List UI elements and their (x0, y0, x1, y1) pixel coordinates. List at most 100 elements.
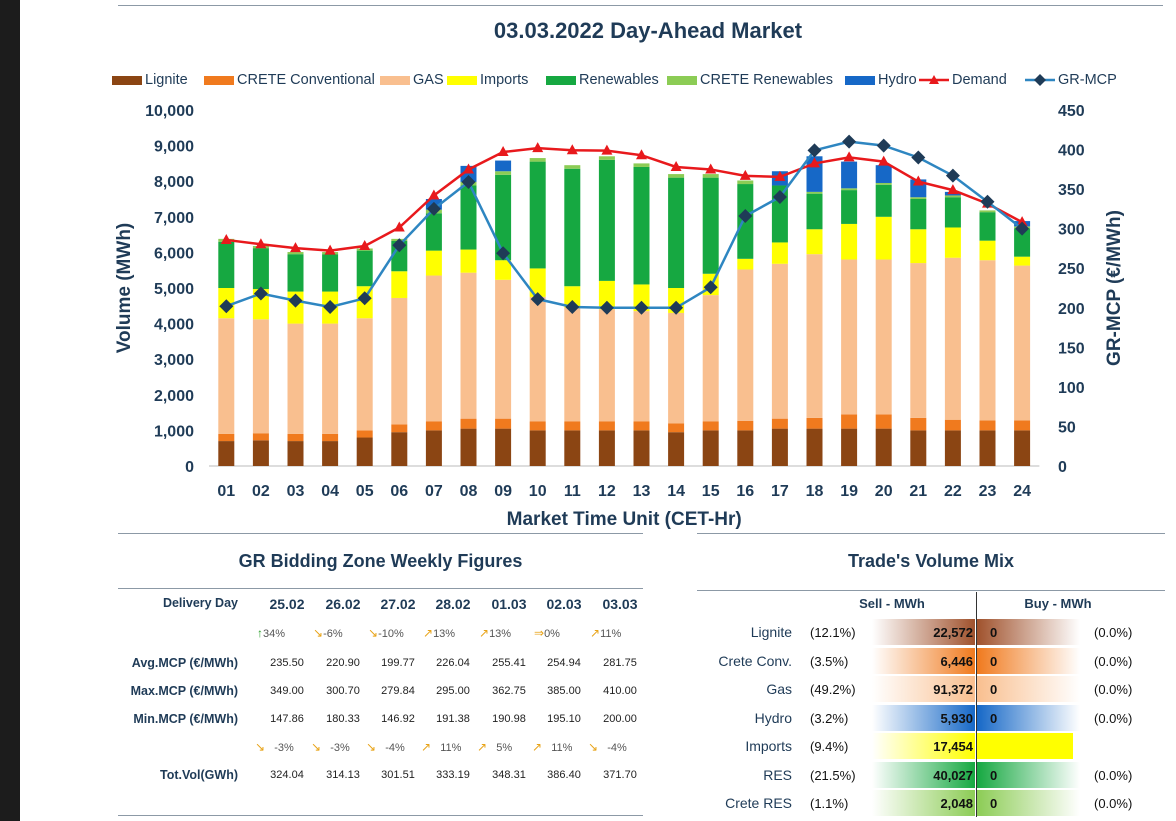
avg-change: ↘-10% (368, 626, 404, 640)
bar-renewables (460, 185, 477, 250)
legend-swatch (546, 75, 576, 85)
bar-gas (668, 312, 685, 424)
date-header: 27.02 (380, 596, 416, 612)
mix-top-divider (697, 533, 1165, 534)
metric-value: 300.70 (326, 685, 360, 697)
bar-renewables (875, 184, 892, 217)
bar-crete-renewables (841, 188, 858, 191)
sell-bar (872, 790, 975, 816)
vol-change: ↗ 11% (421, 740, 462, 754)
buy-value: 0 (990, 767, 998, 783)
bar-lignite (495, 428, 512, 466)
bar-gas (460, 272, 477, 419)
y2-tick-label: 0 (1058, 459, 1067, 476)
bar-gas (910, 263, 927, 418)
line-demand (226, 146, 1023, 252)
bar-crete-renewables (806, 191, 823, 194)
bar-crete-conventional (287, 433, 304, 442)
bar-gas (218, 318, 235, 434)
total-volume-value: 371.70 (603, 769, 637, 781)
mcp-point (980, 194, 995, 209)
buy-pct: (0.0%) (1094, 682, 1133, 697)
buy-value: 0 (990, 653, 998, 669)
demand-point (705, 163, 717, 174)
legend-item-hydro: Hydro (845, 72, 917, 88)
mcp-point (530, 292, 545, 307)
x-tick-label: 19 (840, 483, 858, 500)
mix-row-pct: (9.4%) (810, 739, 849, 754)
vol-change: ↘ -4% (366, 740, 405, 754)
bar-crete-conventional (1014, 420, 1031, 431)
bar-gas (875, 259, 892, 415)
demand-point (912, 175, 924, 186)
mix-row-pct: (3.5%) (810, 653, 849, 669)
bar-lignite (737, 430, 754, 466)
bar-gas (598, 309, 615, 422)
line-gr-mcp (225, 140, 1023, 310)
sell-bar (872, 676, 975, 702)
chart-legend: Lignite CRETE Conventional GAS Imports Renew… (112, 72, 1172, 90)
mcp-point (807, 143, 822, 158)
sell-value: 91,372 (933, 682, 973, 697)
bar-hydro (495, 160, 512, 172)
demand-point (497, 146, 509, 157)
buy-pct: (0.0%) (1094, 710, 1133, 726)
bar-crete-renewables (910, 197, 927, 199)
bar-lignite (633, 430, 650, 466)
date-header: 25.02 (269, 596, 305, 612)
bar-renewables (806, 193, 823, 230)
demand-point (739, 169, 751, 180)
buy-pct: (0.0%) (1094, 653, 1133, 669)
bar-imports (944, 227, 961, 258)
x-tick-label: 24 (1013, 483, 1031, 500)
bar-gas (287, 323, 304, 434)
sell-value: 22,572 (933, 625, 973, 640)
mcp-point (703, 280, 718, 295)
x-tick-label: 21 (909, 483, 927, 500)
bar-hydro (875, 165, 892, 183)
demand-point (532, 142, 544, 153)
sell-header: Sell - MWh (859, 596, 925, 611)
vol-change: ↗ 11% (532, 740, 573, 754)
bar-crete-conventional (910, 417, 927, 431)
bar-renewables (391, 241, 408, 272)
day-ahead-chart: 0 1,000 2,000 3,000 4,000 5,000 6,000 7,000 8,00… (114, 103, 1125, 530)
demand-point (463, 163, 474, 174)
bar-lignite (391, 432, 408, 466)
metric-value: 279.84 (381, 685, 415, 697)
y2-tick-label: 200 (1058, 301, 1085, 318)
date-header: 01.03 (491, 596, 527, 612)
mcp-point (288, 293, 303, 308)
bar-gas (564, 307, 581, 422)
mix-row-label: Hydro (754, 709, 792, 726)
buy-value: 0 (990, 682, 998, 697)
x-tick-label: 18 (806, 483, 824, 500)
demand-point (393, 221, 405, 232)
y2-tick-label: 100 (1058, 380, 1085, 397)
demand-point (290, 242, 301, 253)
mcp-point (496, 246, 511, 261)
mcp-point (1015, 221, 1030, 236)
x-tick-label: 12 (598, 483, 616, 500)
legend-swatch (667, 75, 697, 85)
x-tick-label: 05 (356, 483, 374, 500)
date-header: 26.02 (325, 596, 361, 612)
legend-item-renewables: Renewables (546, 72, 659, 88)
metric-row-label: Avg.MCP (€/MWh) (131, 656, 238, 670)
x-tick-label: 13 (633, 483, 651, 500)
total-volume-value: 333.19 (436, 769, 470, 781)
x-tick-label: 07 (425, 483, 443, 500)
y2-tick-label: 350 (1058, 182, 1085, 199)
bar-lignite (702, 430, 719, 466)
x-tick-label: 17 (771, 483, 789, 500)
legend-label: Lignite (145, 72, 188, 88)
bar-renewables (944, 197, 961, 228)
mcp-point (392, 238, 407, 253)
bar-crete-conventional (495, 418, 512, 429)
mcp-point (357, 291, 372, 306)
legend-item-gas: GAS (380, 72, 444, 88)
y-tick-label: 9,000 (154, 139, 194, 156)
x-tick-label: 08 (460, 483, 478, 500)
x-tick-label: 23 (979, 483, 997, 500)
bar-crete-conventional (944, 419, 961, 431)
